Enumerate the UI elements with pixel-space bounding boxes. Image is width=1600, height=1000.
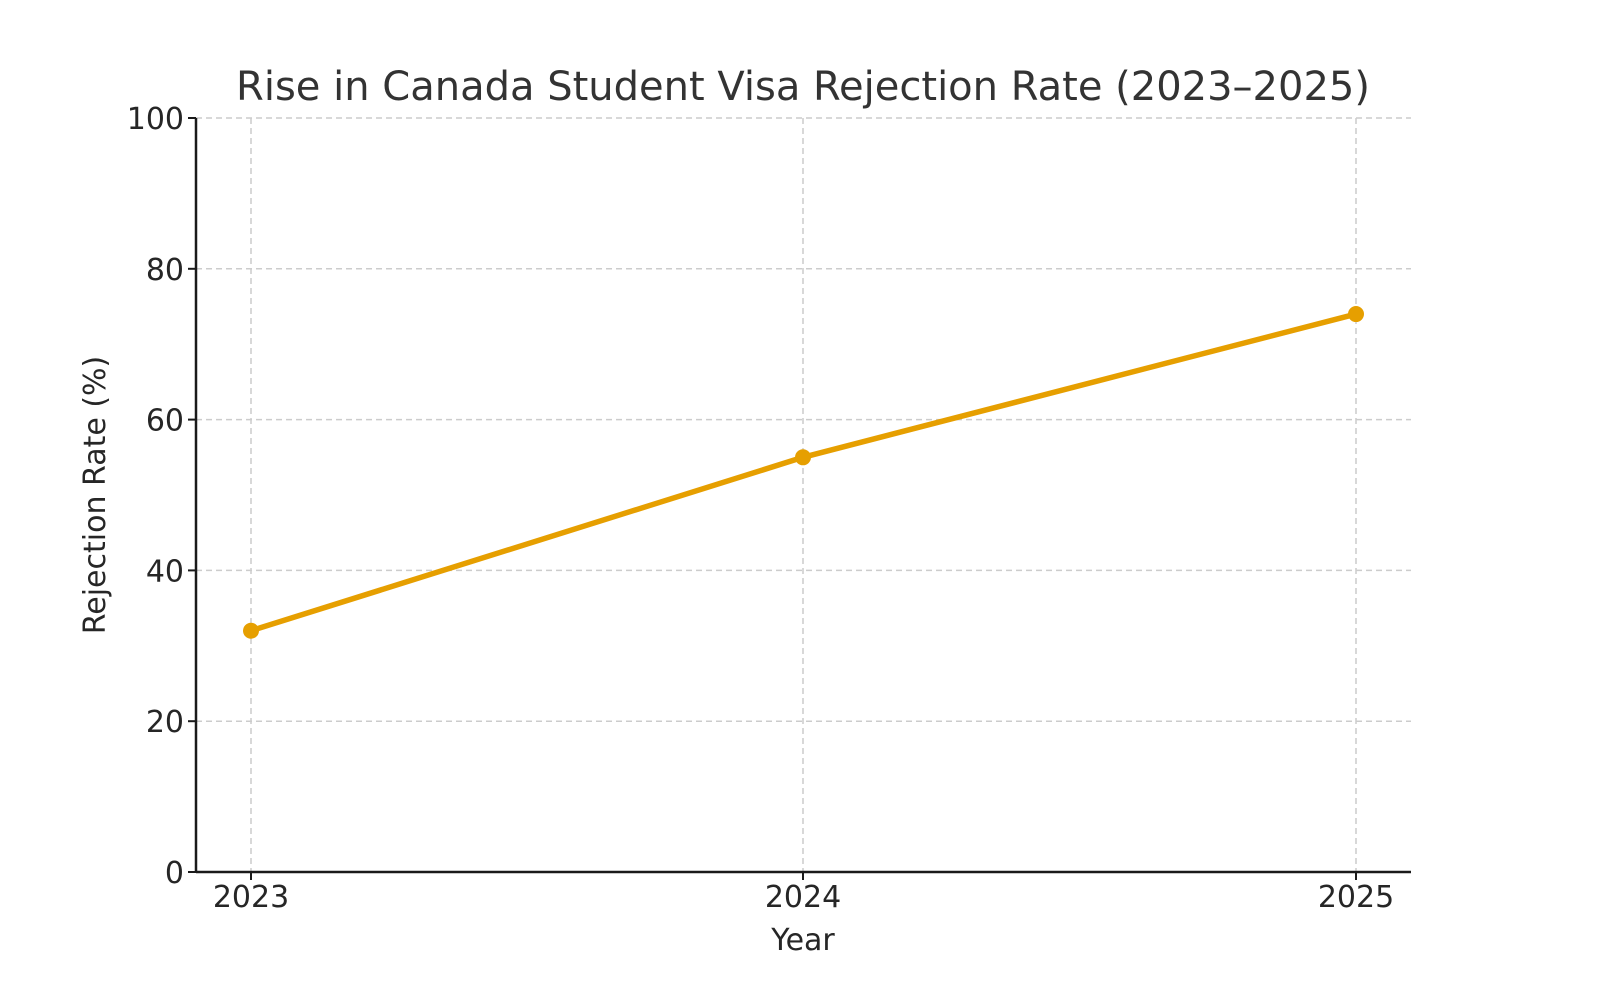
data-point-marker	[1348, 306, 1364, 323]
y-tick-labels: 0 20 40 60 80 100	[127, 102, 196, 891]
data-point-marker	[795, 449, 811, 466]
chart-title: Rise in Canada Student Visa Rejection Ra…	[236, 64, 1370, 110]
data-point-marker	[243, 622, 259, 639]
y-tick-label: 80	[146, 253, 184, 288]
x-tick-label: 2024	[765, 880, 841, 915]
y-tick-label: 100	[127, 102, 184, 137]
x-tick-label: 2023	[213, 880, 289, 915]
x-tick-label: 2025	[1318, 880, 1394, 915]
y-tick-label: 0	[165, 856, 184, 891]
y-tick-label: 20	[146, 705, 184, 740]
x-tick-labels: 2023 2024 2025	[213, 872, 1394, 915]
x-axis-label: Year	[770, 923, 835, 958]
gridlines	[196, 117, 1411, 872]
y-tick-label: 40	[146, 554, 184, 589]
y-tick-label: 60	[146, 404, 184, 439]
y-axis-label: Rejection Rate (%)	[78, 356, 113, 634]
data-series	[243, 306, 1364, 639]
